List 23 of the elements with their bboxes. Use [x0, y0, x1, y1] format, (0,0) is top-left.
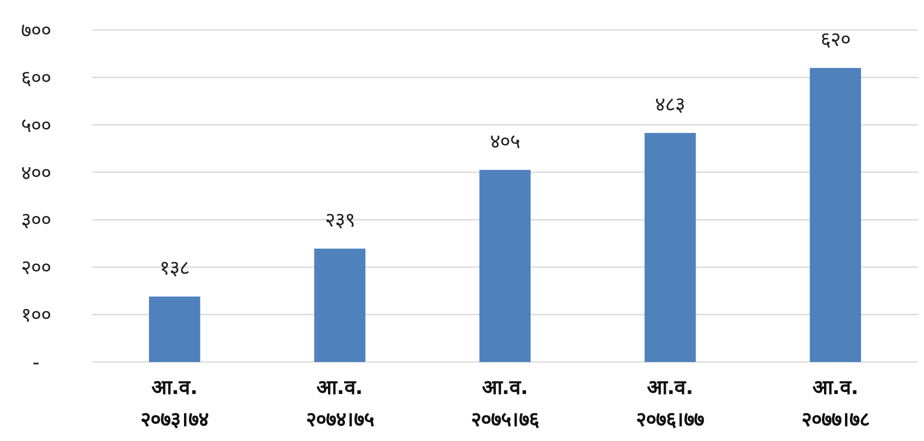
x-tick-label: आ.व. २०७६।७७	[636, 375, 704, 431]
y-tick-label: -	[32, 350, 40, 374]
data-label: ६२०	[820, 26, 850, 51]
data-label: ४०५	[490, 128, 520, 153]
data-label: २३९	[324, 208, 355, 232]
x-tick-label: आ.व. २०७७।७८	[801, 375, 870, 431]
bar	[810, 68, 862, 362]
data-label: ४८३	[655, 92, 686, 116]
y-tick-label: ६००	[21, 65, 51, 90]
bar	[479, 170, 531, 362]
bar	[644, 132, 696, 362]
y-tick-label: २००	[21, 255, 51, 280]
y-tick-label: ४००	[21, 160, 51, 184]
y-tick-label: ५००	[21, 112, 51, 137]
bar	[148, 296, 200, 362]
bar	[314, 248, 366, 362]
x-tick-label: आ.व. २०७४।७५	[306, 375, 374, 431]
data-label: १३८	[160, 256, 190, 280]
x-tick-label: आ.व. २०७५।७६	[471, 375, 540, 431]
y-tick-label: ३००	[21, 208, 51, 232]
x-tick-label: आ.व. २०७३।७४	[140, 375, 209, 431]
y-tick-label: ७००	[21, 18, 51, 42]
y-tick-label: १००	[21, 302, 51, 327]
